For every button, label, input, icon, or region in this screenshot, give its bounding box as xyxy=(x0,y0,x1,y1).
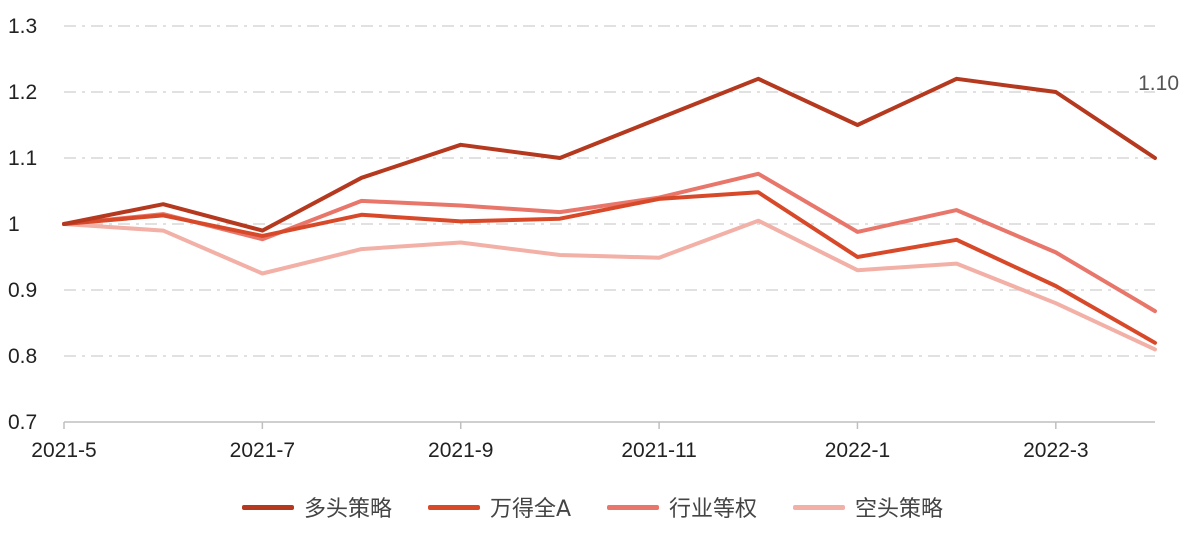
legend-label: 多头策略 xyxy=(303,497,392,522)
y-tick-label: 1.1 xyxy=(8,147,37,170)
legend-item: 空头策略 xyxy=(793,491,943,523)
y-tick-label: 1.3 xyxy=(8,15,37,38)
line-chart: 0.70.80.911.11.21.3 2021-5 2021-7 2021-9 20… xyxy=(8,15,1179,462)
legend-item: 多头策略 xyxy=(241,491,392,523)
y-tick-label: 1 xyxy=(8,213,20,236)
x-tick-label: 2021-9 xyxy=(428,439,493,462)
legend-label: 行业等权 xyxy=(669,497,758,522)
series-line xyxy=(62,76,1157,233)
y-tick-label: 0.8 xyxy=(8,345,37,368)
end-value-label: 1.10 xyxy=(1138,72,1179,95)
annotations: 1.10 xyxy=(1138,72,1179,95)
series-line xyxy=(62,171,1157,314)
x-tick-label: 2022-1 xyxy=(825,439,890,462)
legend-swatch xyxy=(241,504,294,510)
legend-item: 万得全A xyxy=(427,491,572,523)
y-tick-label: 0.9 xyxy=(8,279,37,302)
legend: 多头策略 万得全A 行业等权 空头策略 xyxy=(0,487,1185,527)
legend-item: 行业等权 xyxy=(607,491,757,523)
y-tick-label: 1.2 xyxy=(8,81,37,104)
x-tick-label: 2021-11 xyxy=(621,439,697,462)
y-axis-ticks: 0.7 0.8 0.9 1 1.1 1.2 1.3 xyxy=(8,15,37,434)
x-tick-label: 2022-3 xyxy=(1023,439,1088,462)
legend-label: 空头策略 xyxy=(855,497,944,522)
legend-swatch xyxy=(607,504,660,510)
series-line xyxy=(62,218,1157,352)
series-line xyxy=(62,190,1157,345)
legend-label: 万得全A xyxy=(489,497,572,522)
y-tick-label: 0.7 xyxy=(8,411,37,434)
x-axis-ticks: 2021-5 2021-7 2021-9 2021-11 2022-1 2022-3 xyxy=(31,422,1089,462)
legend-swatch xyxy=(427,504,480,510)
legend-swatch xyxy=(793,504,846,510)
gridlines xyxy=(64,25,1155,357)
x-tick-label: 2021-7 xyxy=(230,439,295,462)
x-tick-label: 2021-5 xyxy=(31,439,96,462)
series-lines xyxy=(62,76,1157,352)
